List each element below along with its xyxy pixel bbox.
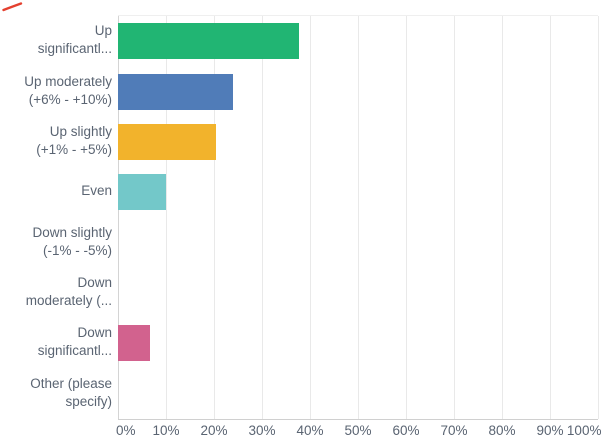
gridline: [406, 16, 407, 419]
category-label: Other (please specify): [0, 368, 112, 418]
x-tick-label: 40%: [296, 423, 324, 438]
bar-2: [118, 73, 233, 110]
category-label: Up significantl...: [0, 15, 112, 65]
bar-4: [118, 174, 167, 211]
bar-1: [118, 23, 299, 60]
category-label-line: Up moderately: [24, 73, 112, 89]
x-axis: 0% 10% 20% 30% 40% 50% 60% 70% 80% 90% 100%: [116, 423, 601, 441]
category-label-line: (+6% - +10%): [28, 91, 112, 107]
category-label-line: Down: [77, 325, 112, 341]
category-label-line: Even: [81, 183, 112, 199]
gridline: [214, 16, 215, 419]
plot-area: [118, 15, 599, 420]
category-label-line: Up slightly: [49, 123, 112, 139]
category-label: Even: [0, 166, 112, 216]
gridline: [598, 16, 599, 419]
category-axis: Up significantl... Up moderately (+6% - +10…: [0, 15, 112, 418]
gridline: [262, 16, 263, 419]
x-tick-label: 0%: [116, 423, 136, 438]
category-label: Down moderately (...: [0, 267, 112, 317]
category-label: Down slightly (-1% - -5%): [0, 217, 112, 267]
bar-row: [118, 369, 598, 419]
gridline: [166, 16, 167, 419]
category-label-line: Down: [77, 275, 112, 291]
category-label: Down significantl...: [0, 317, 112, 367]
bar-rows: [118, 16, 598, 419]
bar-row: [118, 117, 598, 167]
category-label-line: significantl...: [37, 41, 112, 57]
bar-3: [118, 123, 217, 160]
category-label-line: moderately (...: [25, 293, 112, 309]
bar-7: [118, 325, 151, 362]
category-label-line: (-1% - -5%): [42, 242, 112, 258]
bar-row: [118, 268, 598, 318]
category-label-line: specify): [65, 393, 112, 409]
x-tick-label: 100%: [566, 423, 602, 438]
x-tick-label: 50%: [344, 423, 372, 438]
bar-row: [118, 167, 598, 217]
red-scribble-mark: [2, 2, 23, 12]
gridline: [502, 16, 503, 419]
gridline: [550, 16, 551, 419]
category-label: Up slightly (+1% - +5%): [0, 116, 112, 166]
category-label-line: Other (please: [30, 375, 112, 391]
bar-row: [118, 66, 598, 116]
x-tick-label: 60%: [392, 423, 420, 438]
x-tick-label: 20%: [200, 423, 228, 438]
x-tick-label: 30%: [248, 423, 276, 438]
bar-row: [118, 318, 598, 368]
bar-row: [118, 218, 598, 268]
gridline: [358, 16, 359, 419]
category-label-line: Down slightly: [32, 224, 112, 240]
x-tick-label: 90%: [536, 423, 564, 438]
gridline: [310, 16, 311, 419]
category-label-line: significantl...: [37, 343, 112, 359]
category-label-line: (+1% - +5%): [36, 141, 112, 157]
x-tick-label: 80%: [488, 423, 516, 438]
x-tick-label: 70%: [440, 423, 468, 438]
y-axis-line: [118, 16, 119, 419]
category-label-line: Up: [94, 23, 112, 39]
gridline: [454, 16, 455, 419]
x-tick-label: 10%: [152, 423, 180, 438]
bar-row: [118, 16, 598, 66]
category-label: Up moderately (+6% - +10%): [0, 65, 112, 115]
